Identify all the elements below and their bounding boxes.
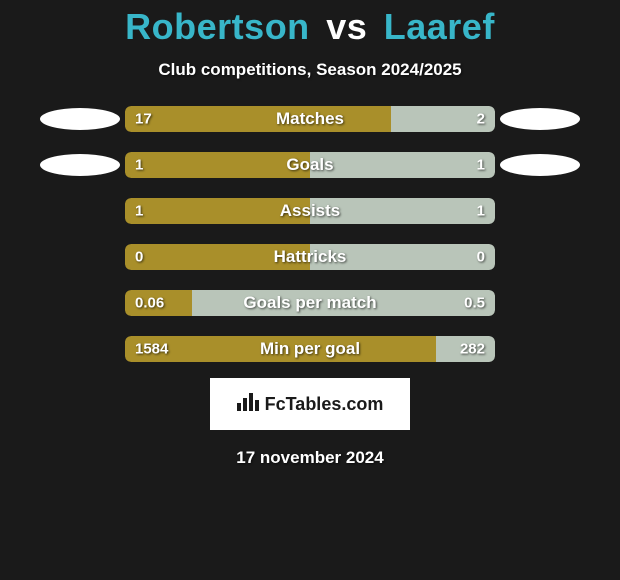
team-badge-right <box>495 108 585 130</box>
metric-bar: 1 1 Goals <box>125 152 495 178</box>
bar-segment-left <box>125 152 310 178</box>
metric-row: 0.06 0.5 Goals per match <box>0 290 620 316</box>
metric-value-left: 1 <box>135 203 143 220</box>
metric-value-left: 17 <box>135 111 152 128</box>
metric-value-left: 1584 <box>135 341 168 358</box>
comparison-card: Robertson vs Laaref Club competitions, S… <box>0 0 620 580</box>
title-vs: vs <box>326 6 367 47</box>
metric-value-right: 1 <box>477 157 485 174</box>
badge-oval-icon <box>500 108 580 130</box>
badge-oval-icon <box>500 154 580 176</box>
metric-row: 1 1 Goals <box>0 152 620 178</box>
metric-value-left: 1 <box>135 157 143 174</box>
metric-value-right: 2 <box>477 111 485 128</box>
title-player1: Robertson <box>125 6 310 47</box>
team-badge-left <box>35 154 125 176</box>
metric-label: Goals <box>286 155 333 175</box>
metric-row: 0 0 Hattricks <box>0 244 620 270</box>
metric-label: Goals per match <box>243 293 376 313</box>
metric-row: 1 1 Assists <box>0 198 620 224</box>
title: Robertson vs Laaref <box>125 6 495 48</box>
metric-value-right: 0.5 <box>464 295 485 312</box>
metric-bar: 1 1 Assists <box>125 198 495 224</box>
metric-value-left: 0 <box>135 249 143 266</box>
badge-oval-icon <box>40 154 120 176</box>
metric-label: Assists <box>280 201 340 221</box>
metric-value-right: 282 <box>460 341 485 358</box>
chart-icon <box>237 391 259 417</box>
metric-bar: 0 0 Hattricks <box>125 244 495 270</box>
metric-bar: 17 2 Matches <box>125 106 495 132</box>
metric-value-right: 0 <box>477 249 485 266</box>
metric-rows: 17 2 Matches 1 1 Goals 1 1 Assists 0 0 Hattricks 0.0… <box>0 106 620 362</box>
team-badge-left <box>35 108 125 130</box>
metric-value-left: 0.06 <box>135 295 164 312</box>
metric-label: Matches <box>276 109 344 129</box>
metric-bar: 0.06 0.5 Goals per match <box>125 290 495 316</box>
bar-segment-right <box>310 152 495 178</box>
metric-value-right: 1 <box>477 203 485 220</box>
metric-bar: 1584 282 Min per goal <box>125 336 495 362</box>
title-player2: Laaref <box>384 6 495 47</box>
badge-oval-icon <box>40 108 120 130</box>
bar-segment-left <box>125 106 391 132</box>
metric-label: Hattricks <box>274 247 347 267</box>
source-brand: FcTables.com <box>265 394 384 415</box>
metric-row: 1584 282 Min per goal <box>0 336 620 362</box>
date-label: 17 november 2024 <box>236 448 383 468</box>
subtitle: Club competitions, Season 2024/2025 <box>158 60 461 80</box>
source-badge: FcTables.com <box>210 378 410 430</box>
metric-row: 17 2 Matches <box>0 106 620 132</box>
metric-label: Min per goal <box>260 339 360 359</box>
team-badge-right <box>495 154 585 176</box>
